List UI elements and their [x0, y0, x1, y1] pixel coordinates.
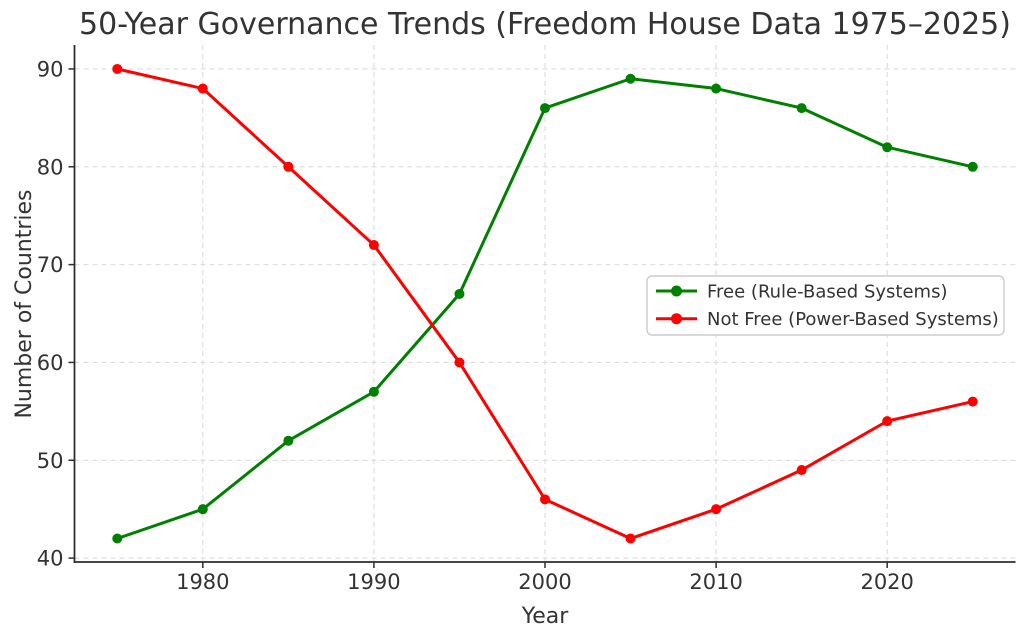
x-tick-labels: 1980 1990 2000 2010 2020 [176, 570, 914, 594]
y-tick-label: 50 [37, 449, 64, 473]
series-0 [112, 73, 978, 544]
x-tick-label: 2000 [518, 570, 571, 594]
y-tick-label: 70 [37, 253, 64, 277]
data-point-marker [540, 103, 550, 114]
chart-title: 50-Year Governance Trends (Freedom House… [79, 7, 1011, 42]
x-tick-label: 2010 [689, 570, 742, 594]
data-point-marker [454, 357, 465, 368]
y-axis-label: Number of Countries [12, 189, 37, 418]
data-point-marker [540, 494, 550, 505]
x-tick-label: 1980 [176, 570, 229, 594]
data-point-marker [283, 161, 294, 172]
data-point-marker [967, 161, 978, 172]
legend: Free (Rule-Based Systems) Not Free (Power… [646, 275, 1005, 336]
data-point-marker [454, 288, 465, 299]
legend-marker [671, 285, 682, 297]
x-axis-label: Year [521, 604, 570, 629]
legend-marker [671, 313, 682, 325]
data-point-marker [796, 103, 807, 114]
gridlines [74, 45, 1016, 562]
y-tick-label: 60 [37, 351, 64, 375]
y-tick-label: 80 [37, 155, 64, 179]
data-point-marker [625, 533, 636, 544]
y-tick-label: 90 [37, 57, 64, 81]
series-1 [112, 63, 978, 544]
data-point-marker [197, 83, 208, 94]
data-point-marker [283, 435, 294, 446]
x-tick-label: 2020 [860, 570, 913, 594]
data-point-marker [197, 504, 208, 515]
data-series [112, 63, 978, 544]
x-tick-label: 1990 [347, 570, 400, 594]
legend-label: Free (Rule-Based Systems) [707, 282, 947, 303]
data-point-marker [882, 142, 893, 153]
data-point-marker [368, 386, 379, 397]
data-point-marker [796, 465, 807, 476]
data-point-marker [112, 533, 123, 544]
tick-marks [68, 68, 888, 568]
data-point-marker [711, 83, 722, 94]
data-point-marker [882, 416, 893, 427]
legend-label: Not Free (Power-Based Systems) [707, 309, 999, 330]
legend-box [646, 275, 1005, 336]
y-tick-labels: 40 50 60 70 80 90 [37, 57, 64, 570]
data-point-marker [711, 504, 722, 515]
data-point-marker [368, 240, 379, 251]
y-tick-label: 40 [37, 547, 64, 571]
data-point-marker [625, 73, 636, 84]
data-point-marker [112, 63, 123, 74]
data-point-marker [967, 396, 978, 407]
